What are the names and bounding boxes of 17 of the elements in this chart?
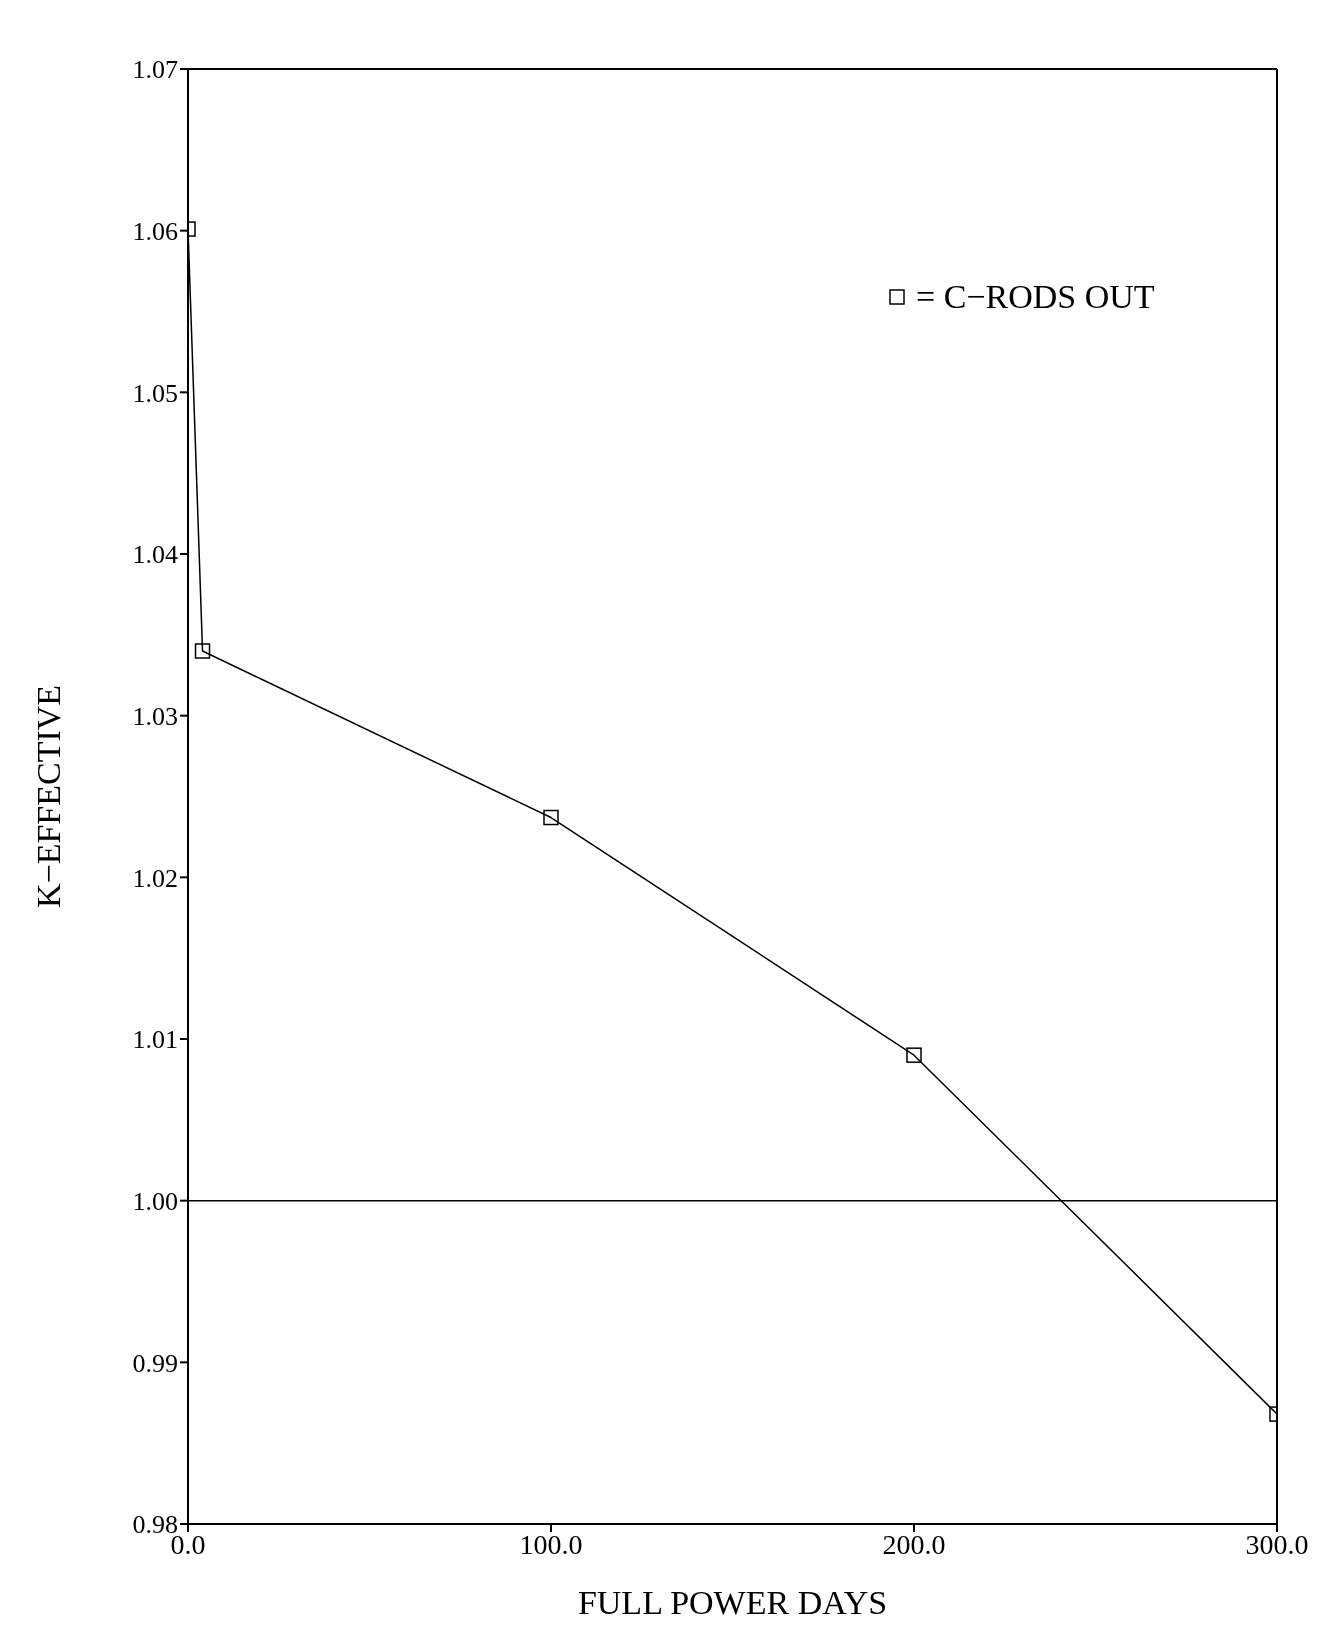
y-tick-label: 1.07: [132, 55, 178, 85]
y-tick-label: 1.02: [132, 863, 178, 893]
x-tick-label: 200.0: [882, 1528, 946, 1560]
y-tick-label: 1.00: [132, 1186, 178, 1216]
x-tick-label: 300.0: [1245, 1528, 1309, 1560]
y-tick-label: 0.99: [132, 1348, 178, 1378]
y-tick-label: 1.04: [132, 540, 178, 570]
point: [906, 1047, 922, 1063]
y-tick-label: 1.03: [132, 701, 178, 731]
y-tick-label: 1.05: [132, 378, 178, 408]
x-tick-label: 100.0: [519, 1528, 583, 1560]
x-axis-title: FULL POWER DAYS: [577, 1584, 888, 1621]
legend-label: = C−RODS OUT: [916, 278, 1155, 316]
point: [543, 809, 559, 826]
y-tick-label: 1.01: [132, 1025, 178, 1055]
y-tick-label: 1.06: [132, 216, 178, 246]
y-axis-title: K−EFFECTIVE: [30, 684, 68, 909]
